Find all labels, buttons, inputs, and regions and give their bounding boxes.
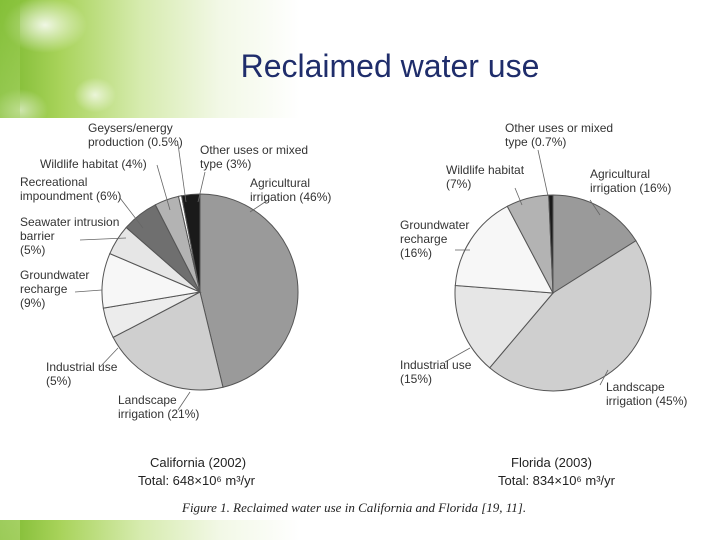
- florida-slice-1: [488, 240, 652, 392]
- california-leader-6: [156, 164, 171, 211]
- california-leader-1: [177, 391, 191, 411]
- california-slice-label-7: Geysers/energy production (0.5%): [88, 121, 183, 149]
- florida-slice-label-0: Agricultural irrigation (16%): [590, 167, 671, 195]
- florida-slice-3: [454, 205, 554, 294]
- florida-leader-0: [589, 199, 601, 216]
- california-slice-label-3: Groundwater recharge (9%): [20, 268, 89, 310]
- california-slice-label-6: Wildlife habitat (4%): [40, 157, 147, 171]
- florida-slice-label-1: Landscape irrigation (45%): [606, 380, 687, 408]
- florida-slice-2: [454, 284, 555, 369]
- florida-slice-5: [548, 194, 554, 294]
- california-leader-4: [79, 237, 127, 241]
- california-slice-label-8: Other uses or mixed type (3%): [200, 143, 308, 171]
- california-slice-label-2: Industrial use (5%): [46, 360, 118, 388]
- california-pie: [101, 193, 299, 391]
- california-total: Total: 648×10⁶ m³/yr: [138, 473, 256, 488]
- california-slice-label-5: Recreational impoundment (6%): [20, 175, 121, 203]
- california-leader-2: [99, 347, 119, 368]
- california-slice-label-1: Landscape irrigation (21%): [118, 393, 199, 421]
- florida-slice-label-5: Other uses or mixed type (0.7%): [505, 121, 613, 149]
- florida-slice-label-2: Industrial use (15%): [400, 358, 472, 386]
- figure-caption: Figure 1. Reclaimed water use in Califor…: [181, 500, 526, 515]
- california-slice-label-0: Agricultural irrigation (46%): [250, 176, 331, 204]
- slice-labels: Agricultural irrigation (46%) Landscape irr…: [20, 121, 687, 421]
- florida-caption: Florida (2003): [511, 455, 592, 470]
- california-slice-label-4: Seawater intrusion barrier (5%): [20, 215, 119, 257]
- florida-total: Total: 834×10⁶ m³/yr: [498, 473, 616, 488]
- florida-slice-label-3: Groundwater recharge (16%): [400, 218, 469, 260]
- california-slice-0: [199, 193, 299, 388]
- california-leader-5: [119, 197, 144, 229]
- florida-leader-1: [599, 369, 609, 386]
- florida-pie: [454, 194, 652, 392]
- florida-leader-2: [444, 347, 471, 363]
- slide-title: Reclaimed water use: [240, 48, 540, 84]
- california-leader-3: [74, 289, 103, 293]
- florida-slice-0: [552, 194, 637, 294]
- florida-slice-label-4: Wildlife habitat (7%): [446, 163, 525, 191]
- california-caption: California (2002): [150, 455, 246, 470]
- florida-leader-4: [514, 187, 523, 206]
- california-leader-8: [197, 171, 206, 203]
- california-leader-0: [249, 199, 269, 213]
- california-leader-7: [177, 143, 187, 203]
- florida-leader-5: [537, 149, 549, 197]
- california-slice-1: [112, 291, 224, 391]
